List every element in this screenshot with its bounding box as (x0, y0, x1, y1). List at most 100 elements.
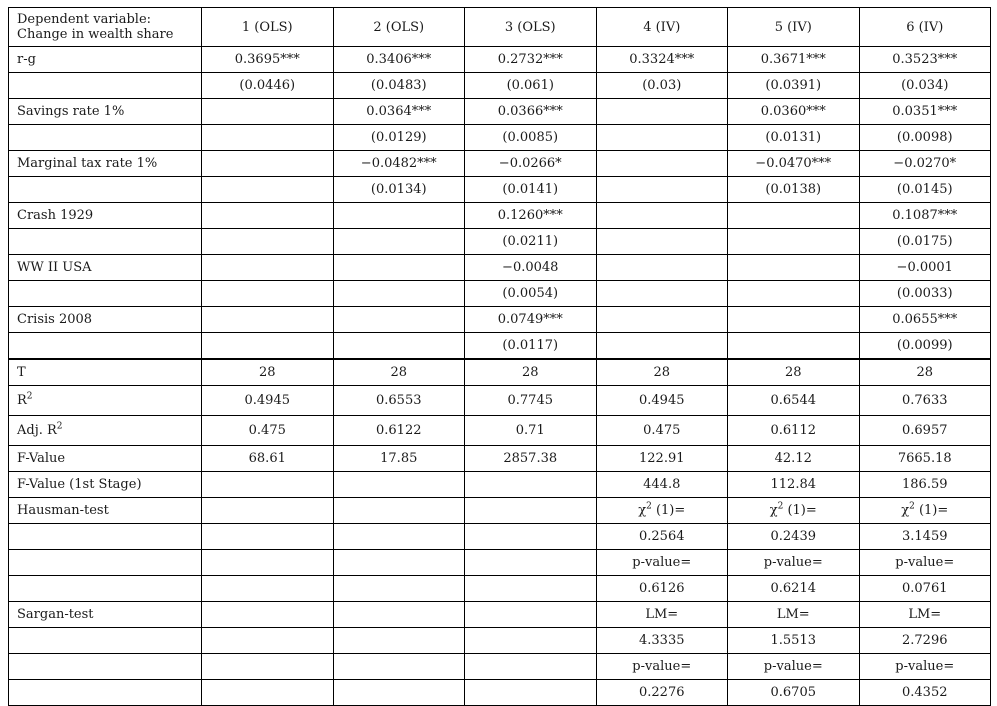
test-cell: 1.5513 (727, 627, 860, 654)
empty-label-cell (8, 124, 202, 151)
statistic-label: F-Value (8, 445, 202, 472)
statistic-row: F-Value (1st Stage) 444.8 112.84 186.59 (8, 471, 991, 498)
statistic-cell (201, 471, 334, 498)
variable-label: Crash 1929 (8, 202, 202, 229)
superscript: 2 (777, 501, 784, 512)
hausman-chi-row: Hausman-test χ2 (1)= χ2 (1)= χ2 (1)= (8, 497, 991, 524)
empty-cell (464, 575, 597, 602)
test-cell: 2.7296 (858, 627, 991, 654)
standard-error-cell (201, 176, 334, 203)
test-label (8, 549, 202, 576)
statistic-cell: 122.91 (595, 445, 728, 472)
statistic-cell: 0.71 (464, 415, 597, 446)
statistic-cell: 7665.18 (858, 445, 991, 472)
superscript: 2 (909, 501, 915, 512)
coefficient-cell (332, 254, 465, 281)
column-header-5: 5 (IV) (727, 7, 860, 47)
column-header-1: 1 (OLS) (201, 7, 334, 47)
standard-error-cell: (0.0446) (201, 72, 334, 99)
standard-error-cell: (0.034) (858, 72, 991, 99)
column-header-3: 3 (OLS) (464, 7, 597, 47)
empty-cell (464, 549, 597, 576)
empty-cell (332, 679, 465, 706)
standard-error-row: (0.0134) (0.0141) (0.0138) (0.0145) (8, 176, 991, 203)
empty-cell (464, 627, 597, 654)
standard-error-row: (0.0211) (0.0175) (8, 228, 991, 255)
statistic-row: Adj. R2 0.475 0.6122 0.71 0.475 0.6112 0.6957 (8, 415, 991, 446)
coefficient-row: r-g 0.3695*** 0.3406*** 0.2732*** 0.3324*** 0… (8, 46, 991, 73)
statistic-cell: 0.6553 (332, 385, 465, 416)
statistic-cell: 28 (727, 358, 860, 386)
test-label (8, 627, 202, 654)
coefficient-cell: 0.0749*** (464, 306, 597, 333)
empty-label-cell (8, 72, 202, 99)
standard-error-cell: (0.0141) (464, 176, 597, 203)
standard-error-cell: (0.0098) (858, 124, 991, 151)
coefficient-cell (727, 306, 860, 333)
coefficient-cell (332, 202, 465, 229)
chi-symbol: χ (638, 503, 647, 518)
coefficient-cell: 0.0366*** (464, 98, 597, 125)
statistic-label: Adj. R2 (8, 415, 202, 446)
dep-var-line-2: Change in wealth share (17, 27, 174, 42)
coefficient-cell: 0.1260*** (464, 202, 597, 229)
test-cell: p-value= (727, 549, 860, 576)
test-cell: p-value= (727, 653, 860, 680)
column-header-2: 2 (OLS) (332, 7, 465, 47)
standard-error-cell: (0.0131) (727, 124, 860, 151)
empty-cell (332, 575, 465, 602)
standard-error-cell: (0.0099) (858, 332, 991, 360)
empty-cell (201, 653, 334, 680)
test-cell: p-value= (595, 653, 728, 680)
empty-cell (201, 679, 334, 706)
coefficient-row: Crash 1929 0.1260*** 0.1087*** (8, 202, 991, 229)
coefficient-cell (595, 254, 728, 281)
statistic-label-text: F-Value (17, 451, 66, 466)
empty-cell (464, 497, 597, 524)
superscript: 2 (56, 421, 63, 432)
test-cell: 4.3335 (595, 627, 728, 654)
statistic-cell: 0.6544 (727, 385, 860, 416)
coefficient-cell: −0.0482*** (332, 150, 465, 177)
statistic-cell: 28 (595, 358, 728, 386)
table-body: Dependent variable: Change in wealth sha… (8, 7, 991, 706)
statistic-cell: 0.6957 (858, 415, 991, 446)
standard-error-row: (0.0054) (0.0033) (8, 280, 991, 307)
test-label (8, 653, 202, 680)
dependent-variable-label: Dependent variable: Change in wealth sha… (8, 7, 202, 47)
statistic-label-text: F-Value (1st Stage) (17, 477, 142, 492)
test-cell: χ2 (1)= (858, 497, 991, 524)
sargan-lm-row: Sargan-test LM= LM= LM= (8, 601, 991, 628)
coefficient-cell: 0.0360*** (727, 98, 860, 125)
empty-cell (201, 549, 334, 576)
test-cell: 0.6214 (727, 575, 860, 602)
empty-cell (201, 523, 334, 550)
standard-error-cell: (0.0117) (464, 332, 597, 360)
standard-error-cell: (0.0129) (332, 124, 465, 151)
coefficient-row: Crisis 2008 0.0749*** 0.0655*** (8, 306, 991, 333)
standard-error-cell: (0.0175) (858, 228, 991, 255)
standard-error-cell (727, 332, 860, 360)
coefficient-cell (201, 306, 334, 333)
chi-suffix: (1)= (651, 503, 686, 518)
column-header-6: 6 (IV) (858, 7, 991, 47)
statistic-cell: 2857.38 (464, 445, 597, 472)
statistic-cell: 0.6122 (332, 415, 465, 446)
statistic-cell: 444.8 (595, 471, 728, 498)
empty-cell (332, 497, 465, 524)
coefficient-cell: −0.0270* (858, 150, 991, 177)
statistic-cell: 28 (201, 358, 334, 386)
test-cell: LM= (595, 601, 728, 628)
coefficient-cell: −0.0266* (464, 150, 597, 177)
standard-error-cell: (0.0054) (464, 280, 597, 307)
chi-suffix: (1)= (914, 503, 949, 518)
variable-label: Savings rate 1% (8, 98, 202, 125)
statistic-row: R2 0.4945 0.6553 0.7745 0.4945 0.6544 0.7633 (8, 385, 991, 416)
coefficient-cell (201, 254, 334, 281)
standard-error-cell (595, 176, 728, 203)
statistic-cell: 28 (858, 358, 991, 386)
statistic-cell: 0.4945 (595, 385, 728, 416)
empty-cell (464, 601, 597, 628)
standard-error-cell: (0.0391) (727, 72, 860, 99)
statistic-label-text: T (17, 365, 26, 380)
